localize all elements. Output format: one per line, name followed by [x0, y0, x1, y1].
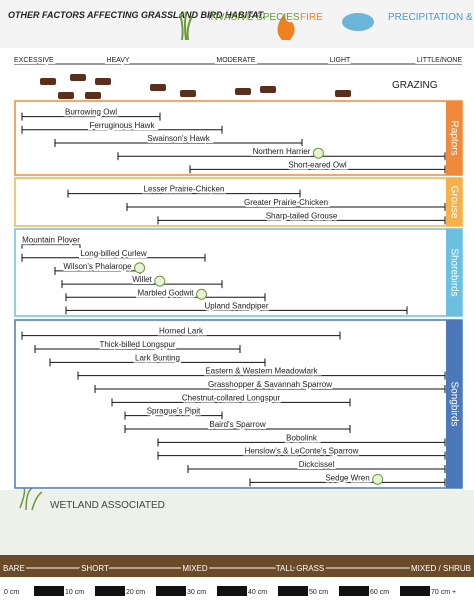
cow: [180, 90, 196, 97]
cow: [70, 74, 86, 81]
factor: PRECIPITATION & CLIMATE: [388, 12, 474, 23]
ruler-block: [95, 586, 125, 596]
ruler-block: [156, 586, 186, 596]
group-label: Shorebirds: [448, 248, 459, 296]
height-level: MIXED: [182, 564, 208, 573]
height-mark: 30 cm: [187, 589, 206, 596]
bird-name: Mountain Plover: [22, 236, 80, 245]
grazing-level: HEAVY: [106, 57, 130, 64]
bird-name: Greater Prairie-Chicken: [244, 198, 328, 207]
grass-icon: [179, 11, 193, 41]
factor: INVASIVE SPECIES: [208, 12, 300, 23]
cow: [58, 92, 74, 99]
group-strip: [446, 101, 462, 175]
grazing-level: LITTLE/NONE: [417, 57, 462, 64]
bird-name: Burrowing Owl: [65, 108, 117, 117]
height-level: TALL GRASS: [276, 564, 324, 573]
group-label: Songbirds: [448, 381, 459, 426]
bird-name: Chestnut-collared Longspur: [182, 393, 281, 402]
height-mark: 50 cm: [309, 589, 328, 596]
group-strip: [446, 320, 462, 488]
bird-name: Sprague's Pipit: [147, 407, 201, 416]
height-mark: 20 cm: [126, 589, 145, 596]
bird-name: Horned Lark: [159, 327, 204, 336]
bird-name: Willet: [132, 275, 152, 284]
ruler-block: [278, 586, 308, 596]
bird-name: Northern Harrier: [253, 147, 311, 156]
cow: [85, 92, 101, 99]
bird-name: Ferruginous Hawk: [90, 121, 156, 130]
height-mark: 10 cm: [65, 589, 84, 596]
group-strip: [446, 178, 462, 226]
ruler-block: [217, 586, 247, 596]
height-mark: 70 cm +: [431, 589, 456, 596]
wetland-icon: [312, 147, 324, 159]
wetland-icon: [19, 487, 43, 511]
wetland-icon: [154, 275, 166, 287]
height-mark: 40 cm: [248, 589, 267, 596]
bird-name: Bobolink: [286, 433, 318, 442]
ruler-block: [400, 586, 430, 596]
bird-name: Lark Bunting: [135, 353, 180, 362]
fire-icon: [277, 14, 295, 40]
cow: [335, 90, 351, 97]
cow: [260, 86, 276, 93]
cow: [95, 78, 111, 85]
bird-name: Thick-billed Longspur: [99, 340, 175, 349]
bird-name: Marbled Godwit: [137, 288, 194, 297]
wetland-icon: [196, 288, 208, 300]
cow: [150, 84, 166, 91]
group-strip: [446, 229, 462, 316]
height-level: MIXED / SHRUB: [411, 564, 471, 573]
wetland-icon: [372, 473, 384, 485]
group-box: [14, 177, 463, 227]
bird-name: Swainson's Hawk: [147, 134, 210, 143]
height-level: SHORT: [81, 564, 109, 573]
wetland-label: WETLAND ASSOCIATED: [50, 500, 165, 511]
bird-name: Short-eared Owl: [288, 160, 346, 169]
group-label: Grouse: [448, 186, 459, 219]
header-band: [0, 0, 474, 48]
bird-name: Sedge Wren: [325, 473, 369, 482]
cloud-icon: [342, 13, 374, 31]
bird-name: Sharp-tailed Grouse: [266, 211, 338, 220]
height-mark: 0 cm: [4, 589, 19, 596]
cow: [40, 78, 56, 85]
bird-name: Henslow's & LeConte's Sparrow: [245, 447, 359, 456]
cow: [235, 88, 251, 95]
group-box: [14, 319, 463, 489]
bird-name: Eastern & Western Meadowlark: [205, 367, 318, 376]
bird-name: Grasshopper & Savannah Sparrow: [208, 380, 332, 389]
title: OTHER FACTORS AFFECTING GRASSLAND BIRD H…: [8, 10, 266, 20]
grazing-label: GRAZING: [392, 80, 438, 91]
bird-name: Upland Sandpiper: [204, 301, 268, 310]
bird-name: Wilson's Phalarope: [63, 262, 132, 271]
ruler-block: [34, 586, 64, 596]
ruler-block: [339, 586, 369, 596]
factor: FIRE: [300, 12, 323, 23]
height-level: BARE: [3, 564, 25, 573]
grazing-level: LIGHT: [330, 57, 351, 64]
bird-name: Dickcissel: [299, 460, 335, 469]
grazing-level: MODERATE: [216, 57, 255, 64]
wetland-icon: [134, 262, 146, 274]
bird-name: Lesser Prairie-Chicken: [144, 185, 225, 194]
grazing-level: EXCESSIVE: [14, 57, 54, 64]
group-label: Raptors: [448, 120, 459, 155]
bird-name: Baird's Sparrow: [209, 420, 265, 429]
height-mark: 60 cm: [370, 589, 389, 596]
bird-name: Long-billed Curlew: [80, 249, 146, 258]
soil: [0, 555, 474, 577]
